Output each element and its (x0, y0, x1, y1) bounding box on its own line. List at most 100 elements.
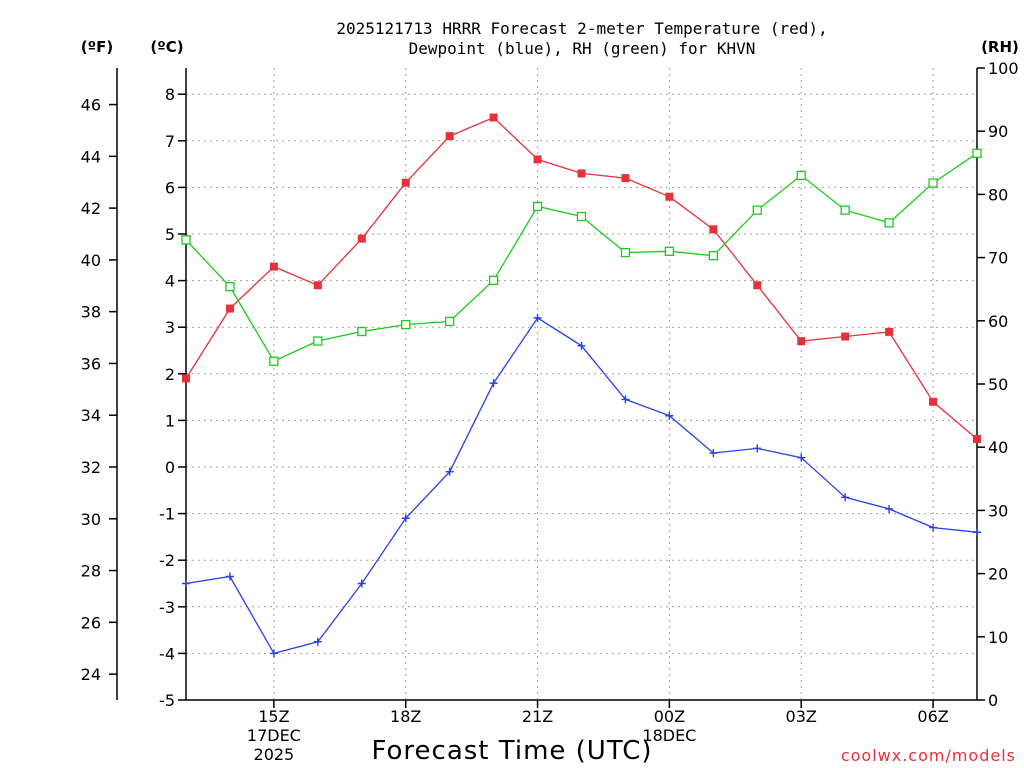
temperature-data-point (489, 113, 498, 122)
fahrenheit-tick-label: 32 (81, 458, 101, 477)
temperature-data-point (841, 332, 850, 341)
temperature-data-point (665, 192, 674, 201)
celsius-tick-label: 1 (165, 411, 175, 430)
temperature-data-point (445, 132, 454, 141)
temperature-data-point (357, 234, 366, 243)
temperature-data-point (709, 225, 718, 234)
source-credit: coolwx.com/models (841, 746, 1016, 765)
dewpoint-data-point (445, 467, 454, 476)
dewpoint-data-point (313, 637, 322, 646)
x-axis-label: Forecast Time (UTC) (371, 736, 652, 766)
rh-tick-label: 30 (988, 501, 1008, 520)
celsius-tick-label: 6 (165, 178, 175, 197)
fahrenheit-tick-label: 30 (81, 510, 101, 529)
temperature-data-point (533, 155, 542, 164)
rh-tick-label: 70 (988, 249, 1008, 268)
dewpoint-data-point (929, 523, 938, 532)
temperature-data-point (401, 178, 410, 187)
rh-data-point (840, 205, 850, 215)
unit-label-rh: (RH) (981, 38, 1019, 56)
axes: -5-4-3-2-1012345678242628303234363840424… (81, 59, 1019, 764)
plot-frame (185, 68, 978, 701)
dewpoint-data-point (225, 572, 234, 581)
x-tick-label: 00Z (654, 707, 685, 726)
celsius-tick-label: -2 (159, 551, 175, 570)
x-tick-date-label: 17DEC (247, 726, 301, 745)
rh-data-point (181, 235, 191, 245)
data-series (181, 113, 982, 658)
rh-tick-label: 0 (988, 691, 998, 710)
fahrenheit-tick-label: 34 (81, 406, 101, 425)
fahrenheit-tick-label: 40 (81, 251, 101, 270)
temperature-data-point (973, 435, 981, 444)
fahrenheit-tick-label: 38 (81, 303, 101, 322)
rh-data-point (708, 251, 718, 261)
temperature-data-point (225, 304, 234, 313)
celsius-tick-label: 4 (165, 272, 175, 291)
rh-data-point (620, 247, 631, 258)
rh-data-point (357, 326, 367, 337)
celsius-tick-label: 7 (165, 132, 175, 151)
dewpoint-data-point (357, 579, 366, 588)
rh-series-line (185, 152, 978, 363)
temperature-data-point (313, 281, 322, 290)
rh-tick-label: 40 (988, 438, 1008, 457)
chart-title-line2: Dewpoint (blue), RH (green) for KHVN (409, 39, 756, 58)
rh-tick-label: 50 (988, 375, 1008, 394)
rh-data-point (664, 246, 675, 256)
fahrenheit-tick-label: 46 (81, 96, 101, 115)
rh-data-point (972, 148, 982, 158)
dewpoint-data-point (665, 411, 674, 420)
temperature-data-point (621, 174, 630, 183)
dewpoint-data-point (797, 453, 806, 462)
rh-tick-label: 100 (988, 59, 1019, 78)
fahrenheit-tick-label: 42 (81, 199, 101, 218)
rh-data-point (225, 282, 235, 292)
temperature-data-point (753, 281, 762, 290)
rh-data-point (401, 319, 411, 330)
rh-tick-label: 10 (988, 628, 1008, 647)
celsius-tick-label: 5 (165, 225, 175, 244)
celsius-tick-label: 3 (165, 318, 175, 337)
rh-data-point (488, 275, 499, 286)
rh-data-point (576, 211, 587, 222)
rh-tick-label: 90 (988, 122, 1008, 141)
temperature-data-point (929, 397, 938, 406)
rh-tick-label: 20 (988, 565, 1008, 584)
dewpoint-data-point (709, 449, 718, 458)
temperature-data-point (269, 262, 278, 271)
rh-data-point (532, 201, 543, 212)
celsius-tick-label: -5 (159, 691, 175, 710)
celsius-tick-label: -4 (159, 644, 175, 663)
rh-data-point (884, 218, 894, 228)
chart-title-line1: 2025121713 HRRR Forecast 2-meter Tempera… (336, 19, 827, 38)
x-tick-label: 21Z (522, 707, 553, 726)
dewpoint-data-point (401, 514, 410, 523)
temperature-data-point (577, 169, 586, 178)
x-tick-label: 06Z (917, 707, 948, 726)
temperature-series-line (185, 116, 978, 440)
fahrenheit-tick-label: 26 (81, 613, 101, 632)
x-tick-year-label: 2025 (254, 745, 295, 764)
unit-label-celsius: (ºC) (150, 38, 183, 56)
dewpoint-data-point (621, 395, 630, 404)
rh-tick-label: 60 (988, 312, 1008, 331)
celsius-tick-label: -3 (159, 598, 175, 617)
temperature-data-point (797, 337, 806, 346)
temperature-data-point (182, 374, 190, 383)
fahrenheit-tick-label: 44 (81, 147, 101, 166)
dewpoint-data-point (841, 493, 850, 502)
rh-data-point (313, 336, 323, 346)
x-tick-label: 03Z (786, 707, 817, 726)
dewpoint-data-point (269, 649, 278, 658)
dewpoint-data-point (577, 341, 586, 350)
x-tick-date-label: 18DEC (642, 726, 696, 745)
rh-data-point (269, 356, 279, 366)
rh-data-point (752, 205, 762, 215)
temperature-data-point (885, 327, 894, 336)
dewpoint-data-point (973, 528, 981, 537)
fahrenheit-tick-label: 28 (81, 562, 101, 581)
grid-lines (186, 68, 977, 700)
dewpoint-data-point (885, 504, 894, 513)
